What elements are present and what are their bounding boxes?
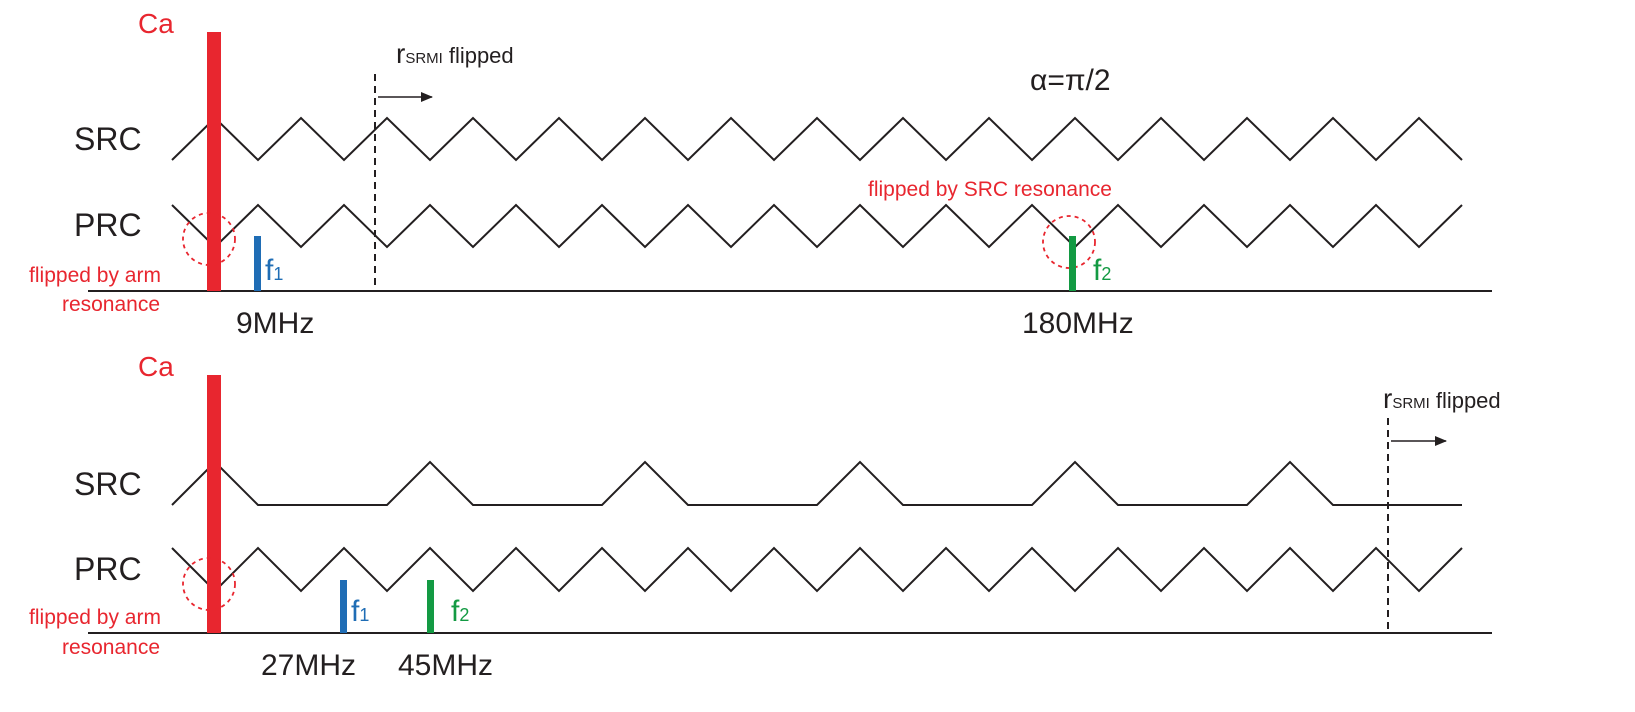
top-arm-note-line1: flipped by arm <box>29 264 161 287</box>
bottom-carrier-label: Ca <box>138 351 174 382</box>
bottom-panel: Ca SRC PRC rSRMI flipped flipped by arm r… <box>29 351 1501 682</box>
bottom-src-label: SRC <box>74 466 142 502</box>
top-f2-label: f2 <box>1093 254 1111 287</box>
top-f2-frequency: 180MHz <box>1022 307 1134 340</box>
bottom-src-wave <box>171 460 1462 506</box>
bottom-f2-frequency: 45MHz <box>398 649 493 682</box>
bottom-srmi-flip-note: rSRMI flipped <box>1383 383 1501 414</box>
top-prc-wave <box>171 203 1463 249</box>
bottom-prc-label: PRC <box>74 551 142 587</box>
top-carrier-bar <box>207 32 221 291</box>
top-f1-label: f1 <box>265 254 283 287</box>
top-panel: Ca SRC PRC rSRMI flipped α=π/2 flipped by… <box>29 8 1492 340</box>
top-f1-frequency: 9MHz <box>236 307 314 340</box>
top-prc-label: PRC <box>74 207 142 243</box>
bottom-f2-bar <box>427 580 434 633</box>
top-f2-bar <box>1069 236 1076 291</box>
top-alpha-label: α=π/2 <box>1030 64 1111 97</box>
bottom-arm-flip-circle <box>182 557 236 611</box>
bottom-f1-label: f1 <box>351 595 369 628</box>
top-src-wave <box>171 116 1463 162</box>
bottom-arm-note-line2: resonance <box>62 636 160 659</box>
top-arm-flip-circle <box>182 212 236 266</box>
bottom-f1-bar <box>340 580 347 633</box>
bottom-arm-note-line1: flipped by arm <box>29 606 161 629</box>
bottom-prc-wave <box>171 546 1463 593</box>
bottom-f1-frequency: 27MHz <box>261 649 356 682</box>
bottom-carrier-bar <box>207 375 221 633</box>
top-f1-bar <box>254 236 261 291</box>
top-src-flip-note: flipped by SRC resonance <box>868 178 1112 201</box>
top-arm-note-line2: resonance <box>62 293 160 316</box>
top-srmi-flip-note: rSRMI flipped <box>396 38 514 69</box>
top-src-label: SRC <box>74 121 142 157</box>
top-carrier-label: Ca <box>138 8 174 39</box>
bottom-f2-label: f2 <box>451 595 469 628</box>
